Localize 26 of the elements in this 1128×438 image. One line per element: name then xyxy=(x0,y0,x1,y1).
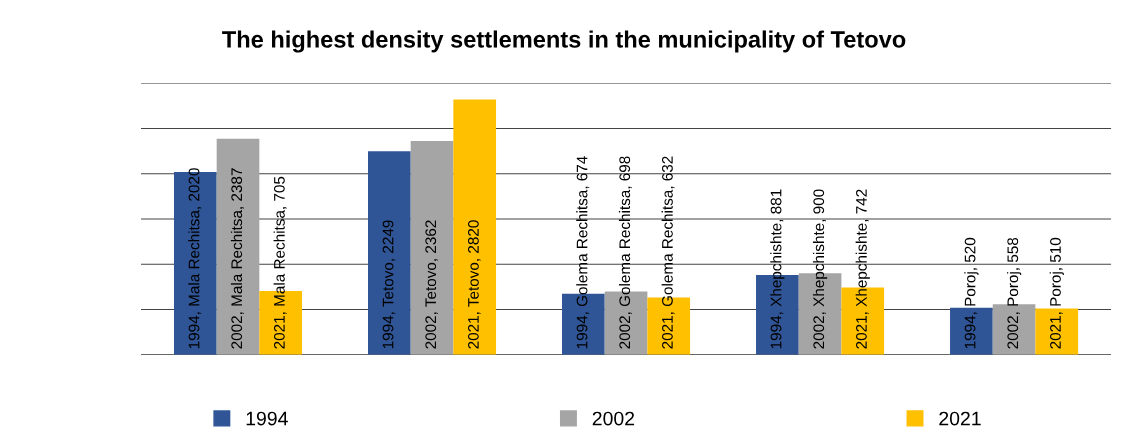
bar xyxy=(410,140,454,355)
chart-title: The highest density settlements in the municipality of Tetovo xyxy=(222,30,906,53)
data-label: 2002, Tetovo, 2362 xyxy=(425,220,438,349)
data-label: 2002, Poroj, 558 xyxy=(1006,237,1022,349)
data-label: 1994, Mala Rechitsa, 2020 xyxy=(188,168,202,349)
data-label: 1994, Poroj, 520 xyxy=(964,237,979,349)
legend-label: 1994 xyxy=(246,411,288,426)
bar xyxy=(992,304,1036,355)
data-label: 2021, Mala Rechitsa, 705 xyxy=(273,176,287,349)
data-label: 1994, Tetovo, 2249 xyxy=(382,220,396,349)
data-label: 2002, Golema Rechitsa, 698 xyxy=(618,156,632,349)
data-label: 2021, Poroj, 510 xyxy=(1049,237,1064,349)
legend-label: 2021 xyxy=(939,411,981,426)
data-label: 2002, Xhepchishte, 900 xyxy=(812,189,828,349)
legend-label: 2002 xyxy=(592,411,635,426)
data-label: 2002, Mala Rechitsa, 2387 xyxy=(230,168,244,349)
data-label: 2021, Tetovo, 2820 xyxy=(467,220,481,349)
bar xyxy=(1035,308,1079,355)
bar xyxy=(950,307,993,355)
data-label: 1994, Golema Rechitsa, 674 xyxy=(576,156,590,349)
data-label: 2021, Xhepchishte, 742 xyxy=(855,189,870,349)
bar xyxy=(453,99,497,355)
bar xyxy=(216,138,260,355)
data-label: 2021, Golema Rechitsa, 632 xyxy=(661,156,675,349)
data-label: 1994, Xhepchishte, 881 xyxy=(770,189,785,349)
bar xyxy=(368,151,411,355)
